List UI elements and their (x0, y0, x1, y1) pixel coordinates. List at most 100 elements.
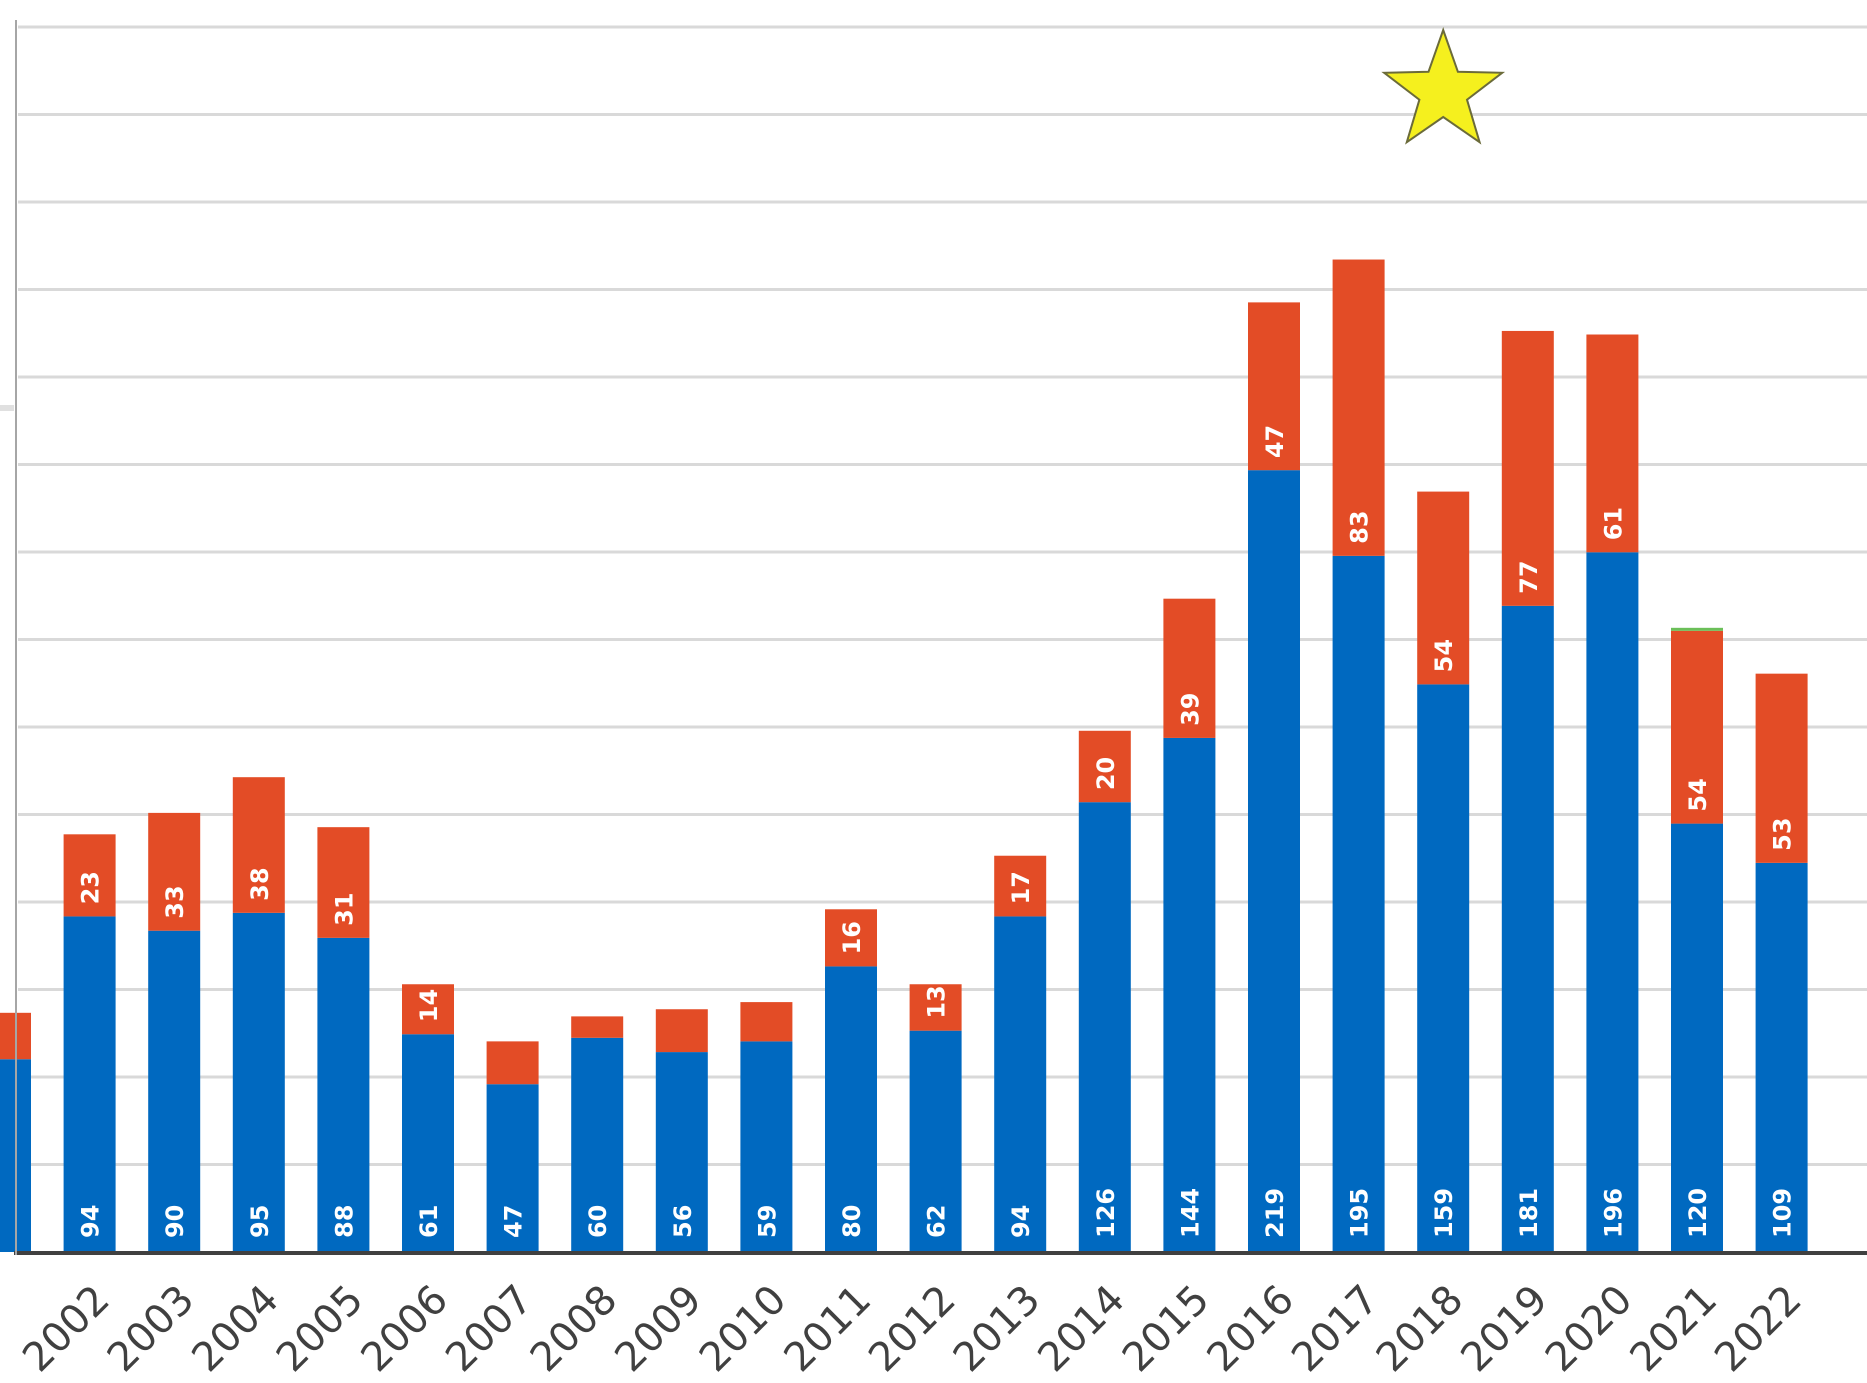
data-label-blue-2018: 159 (1430, 1188, 1458, 1238)
x-tick-label-2020: 2020 (1537, 1277, 1642, 1378)
bar-segment-orange-2013 (994, 855, 1047, 917)
x-tick-label-2010: 2010 (691, 1277, 796, 1378)
data-label-orange-2004: 38 (246, 867, 274, 900)
bar-segment-orange-2012 (909, 984, 962, 1031)
x-axis (14, 20, 1867, 1255)
data-label-blue-2002: 94 (77, 1205, 105, 1238)
bar-segment-orange-2008 (571, 1016, 624, 1038)
bar-segment-blue-2008 (571, 1037, 624, 1252)
data-label-orange-2017: 83 (1346, 510, 1374, 543)
data-label-orange-2014: 20 (1092, 757, 1120, 790)
bar-segment-blue-2016 (1248, 470, 1300, 1252)
data-label-blue-2013: 94 (1007, 1205, 1035, 1238)
data-label-orange-2006: 14 (415, 989, 443, 1022)
bar-segment-blue-2013 (994, 916, 1047, 1252)
data-label-blue-2019: 181 (1515, 1188, 1543, 1238)
data-label-orange-2018: 54 (1430, 639, 1458, 672)
data-label-orange-2011: 16 (838, 921, 866, 954)
data-label-orange-2012: 13 (923, 985, 951, 1018)
bars (0, 259, 1808, 1252)
bar-segment-orange-2006 (402, 984, 454, 1035)
data-label-blue-2020: 196 (1599, 1188, 1627, 1238)
bar-segment-blue-2009 (655, 1052, 708, 1252)
x-tick-label-2016: 2016 (1199, 1277, 1304, 1378)
bar-segment-orange-2015 (1163, 598, 1216, 738)
x-tick-label-2005: 2005 (268, 1277, 373, 1378)
x-tick-label-2006: 2006 (353, 1277, 458, 1378)
bar-segment-blue-2020 (1586, 552, 1639, 1252)
data-label-blue-2003: 90 (161, 1205, 189, 1238)
bar-segment-blue-2002 (63, 916, 116, 1252)
bar-segment-blue-2010 (740, 1041, 793, 1252)
gridlines (0, 25, 1867, 1166)
bar-segment-blue-2014 (1078, 802, 1131, 1252)
bar-segment-blue-2022 (1755, 862, 1808, 1252)
data-label-orange-2020: 61 (1599, 507, 1627, 540)
edge-marker (0, 405, 14, 411)
bar-segment-orange-2019 (1501, 330, 1554, 606)
bar-segment-blue-2012 (909, 1030, 962, 1252)
bar-segment-orange-2018 (1417, 491, 1470, 685)
x-tick-labels: 2002200320042005200620072008200920102011… (14, 1277, 1811, 1382)
data-label-orange-2022: 53 (1769, 817, 1797, 850)
x-tick-label-2018: 2018 (1368, 1277, 1473, 1378)
x-tick-label-2003: 2003 (99, 1277, 204, 1378)
data-label-blue-2017: 195 (1346, 1188, 1374, 1238)
annotations (1381, 26, 1506, 145)
bar-segment-orange-2010 (740, 1002, 793, 1042)
bar-segment-green-2021 (1671, 627, 1723, 631)
bar-segment-blue-2004 (232, 912, 285, 1252)
data-label-blue-2016: 219 (1261, 1188, 1289, 1238)
x-tick-label-2002: 2002 (14, 1277, 119, 1378)
bar-segment-orange-2002 (63, 834, 116, 917)
x-tick-label-2004: 2004 (183, 1277, 288, 1378)
x-tick-label-2019: 2019 (1452, 1277, 1557, 1378)
data-label-orange-2016: 47 (1261, 425, 1289, 458)
data-label-blue-2004: 95 (246, 1205, 274, 1238)
x-tick-label-2014: 2014 (1029, 1277, 1134, 1378)
bar-segment-blue-2018 (1417, 684, 1470, 1252)
x-tick-label-2008: 2008 (522, 1277, 627, 1378)
data-label-blue-2007: 47 (500, 1205, 528, 1238)
bar-segment-orange-2007 (486, 1041, 539, 1085)
bar-segment-orange-2004 (232, 777, 285, 913)
bar-segment-blue-2003 (148, 930, 201, 1252)
x-tick-label-2012: 2012 (860, 1277, 965, 1378)
data-label-blue-2010: 59 (753, 1205, 781, 1238)
bar-segment-blue-2005 (317, 937, 370, 1252)
data-label-blue-2005: 88 (330, 1205, 358, 1238)
x-tick-label-2013: 2013 (945, 1277, 1050, 1378)
x-tick-label-2011: 2011 (776, 1277, 881, 1378)
data-label-blue-2008: 60 (584, 1205, 612, 1238)
bar-segment-orange-2011 (825, 909, 877, 967)
data-label-orange-2019: 77 (1515, 560, 1543, 593)
bar-segment-orange-2016 (1248, 302, 1300, 471)
data-label-blue-2014: 126 (1092, 1188, 1120, 1238)
data-label-orange-2013: 17 (1007, 871, 1035, 904)
bar-segment-orange-2005 (317, 827, 370, 938)
data-label-orange-2002: 23 (77, 871, 105, 904)
data-label-blue-2009: 56 (669, 1205, 697, 1238)
bar-segment-orange-2003 (148, 812, 201, 931)
data-label-blue-2015: 144 (1176, 1188, 1204, 1238)
bar-segment-orange-2021 (1671, 630, 1723, 824)
x-tick-label-2015: 2015 (1114, 1277, 1219, 1378)
bar-segment-blue-2015 (1163, 737, 1216, 1252)
x-tick-label-2017: 2017 (1283, 1277, 1388, 1378)
data-label-blue-2022: 109 (1769, 1188, 1797, 1238)
bar-segment-blue-2011 (825, 966, 877, 1252)
bar-segment-orange-2014 (1078, 730, 1131, 803)
bar-segment-blue-2021 (1671, 823, 1723, 1252)
x-tick-label-2007: 2007 (437, 1277, 542, 1378)
data-labels: 94 23 90 33 95 38 88 31 61 14 47 60 56 59 80 16 62 13 94 17… (77, 425, 1797, 1238)
data-label-orange-2021: 54 (1684, 778, 1712, 811)
data-label-orange-2005: 31 (330, 892, 358, 925)
x-tick-label-2022: 2022 (1706, 1277, 1811, 1378)
bar-segment-orange-2020 (1586, 334, 1639, 553)
data-label-orange-2015: 39 (1176, 693, 1204, 726)
bar-segment-blue-2007 (486, 1084, 539, 1252)
x-tick-label-2009: 2009 (606, 1277, 711, 1378)
data-label-orange-2003: 33 (161, 885, 189, 918)
